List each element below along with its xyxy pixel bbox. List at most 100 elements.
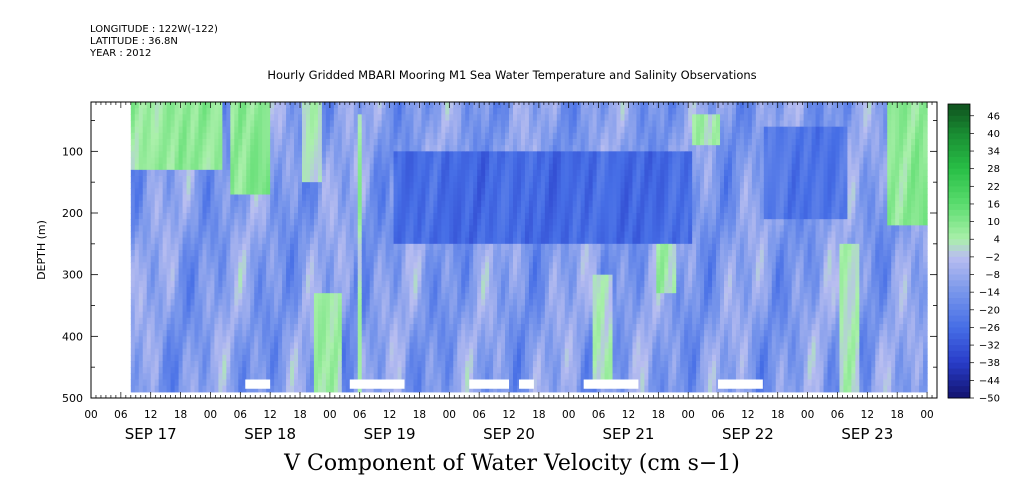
heatmap-cell (365, 336, 371, 344)
heatmap-cell (385, 287, 391, 294)
heatmap-cell (246, 274, 251, 282)
heatmap-cell (373, 114, 379, 122)
heatmap-cell (278, 219, 283, 226)
heatmap-cell (290, 274, 295, 282)
heatmap-cell (202, 120, 208, 128)
heatmap-cell (401, 194, 407, 202)
heatmap-cell (393, 317, 399, 325)
heatmap-cell (377, 324, 383, 331)
heatmap-cell (477, 250, 482, 257)
heatmap-cell (397, 274, 403, 282)
heatmap-cell (325, 361, 331, 368)
heatmap-cell (445, 373, 450, 381)
heatmap-cell (365, 342, 371, 350)
heatmap-cell (262, 102, 267, 109)
heatmap-cell (337, 330, 343, 337)
heatmap-cell (381, 163, 387, 171)
heatmap-cell (445, 200, 450, 208)
heatmap-cell (210, 163, 216, 171)
heatmap-cell (202, 163, 208, 171)
heatmap-cell (401, 342, 407, 350)
heatmap-cell (441, 348, 446, 356)
heatmap-cell (194, 268, 200, 276)
heatmap-cell (222, 213, 227, 220)
heatmap-cell (401, 373, 407, 381)
heatmap-cell (254, 108, 259, 115)
heatmap-cell (258, 317, 263, 325)
heatmap-cell (162, 200, 168, 208)
heatmap-cell (305, 145, 311, 152)
heatmap-cell (202, 299, 208, 307)
heatmap-cell (369, 336, 375, 344)
heatmap-cell (473, 256, 478, 263)
heatmap-cell (266, 176, 271, 183)
heatmap-cell (505, 317, 510, 325)
heatmap-cell (417, 126, 423, 134)
heatmap-cell (509, 206, 514, 214)
heatmap-cell (516, 163, 522, 171)
heatmap-cell (532, 194, 538, 202)
heatmap-cell (198, 342, 204, 350)
heatmap-cell (142, 225, 148, 233)
heatmap-cell (405, 163, 411, 171)
heatmap-cell (544, 287, 550, 294)
heatmap-cell (321, 336, 327, 344)
heatmap-cell (401, 237, 407, 245)
heatmap-cell (461, 188, 466, 196)
heatmap-cell (421, 385, 427, 393)
heatmap-cell (130, 151, 136, 159)
heatmap-cell (333, 200, 339, 208)
heatmap-cell (290, 108, 295, 115)
heatmap-cell (329, 280, 335, 288)
heatmap-cell (325, 299, 331, 307)
heatmap-cell (413, 237, 419, 245)
heatmap-cell (210, 250, 216, 257)
heatmap-cell (329, 385, 335, 393)
heatmap-cell (453, 182, 458, 189)
heatmap-cell (230, 250, 235, 257)
heatmap-cell (309, 287, 315, 294)
heatmap-cell (206, 385, 212, 393)
heatmap-cell (437, 379, 442, 387)
heatmap-cell (369, 108, 375, 115)
heatmap-cell (198, 182, 204, 189)
heatmap-cell (413, 385, 419, 393)
heatmap-cell (405, 268, 411, 276)
heatmap-cell (226, 213, 231, 220)
heatmap-cell (246, 219, 251, 226)
heatmap-cell (138, 213, 144, 220)
heatmap-cell (146, 213, 152, 220)
heatmap-cell (162, 268, 168, 276)
heatmap-cell (353, 157, 359, 165)
heatmap-cell (341, 293, 347, 300)
heatmap-cell (317, 225, 323, 233)
heatmap-cell (465, 250, 470, 257)
heatmap-cell (305, 120, 311, 128)
heatmap-cell (425, 379, 430, 387)
heatmap-cell (309, 151, 315, 159)
heatmap-cell (353, 299, 359, 307)
heatmap-cell (473, 206, 478, 214)
heatmap-cell (369, 348, 375, 356)
heatmap-cell (524, 225, 530, 233)
heatmap-cell (536, 139, 542, 146)
heatmap-cell (341, 188, 347, 196)
heatmap-cell (397, 299, 403, 307)
heatmap-cell (413, 354, 419, 362)
heatmap-cell (250, 157, 255, 165)
heatmap-cell (305, 151, 311, 159)
heatmap-cell (417, 243, 423, 251)
heatmap-cell (298, 361, 303, 368)
heatmap-cell (481, 108, 486, 115)
heatmap-cell (309, 379, 315, 387)
heatmap-cell (158, 250, 164, 257)
heatmap-cell (274, 342, 279, 350)
heatmap-cell (194, 139, 200, 146)
heatmap-cell (544, 126, 550, 134)
heatmap-cell (516, 280, 522, 288)
heatmap-cell (234, 243, 239, 251)
heatmap-cell (544, 311, 550, 319)
heatmap-cell (186, 206, 192, 214)
heatmap-cell (258, 213, 263, 220)
heatmap-cell (258, 361, 263, 368)
